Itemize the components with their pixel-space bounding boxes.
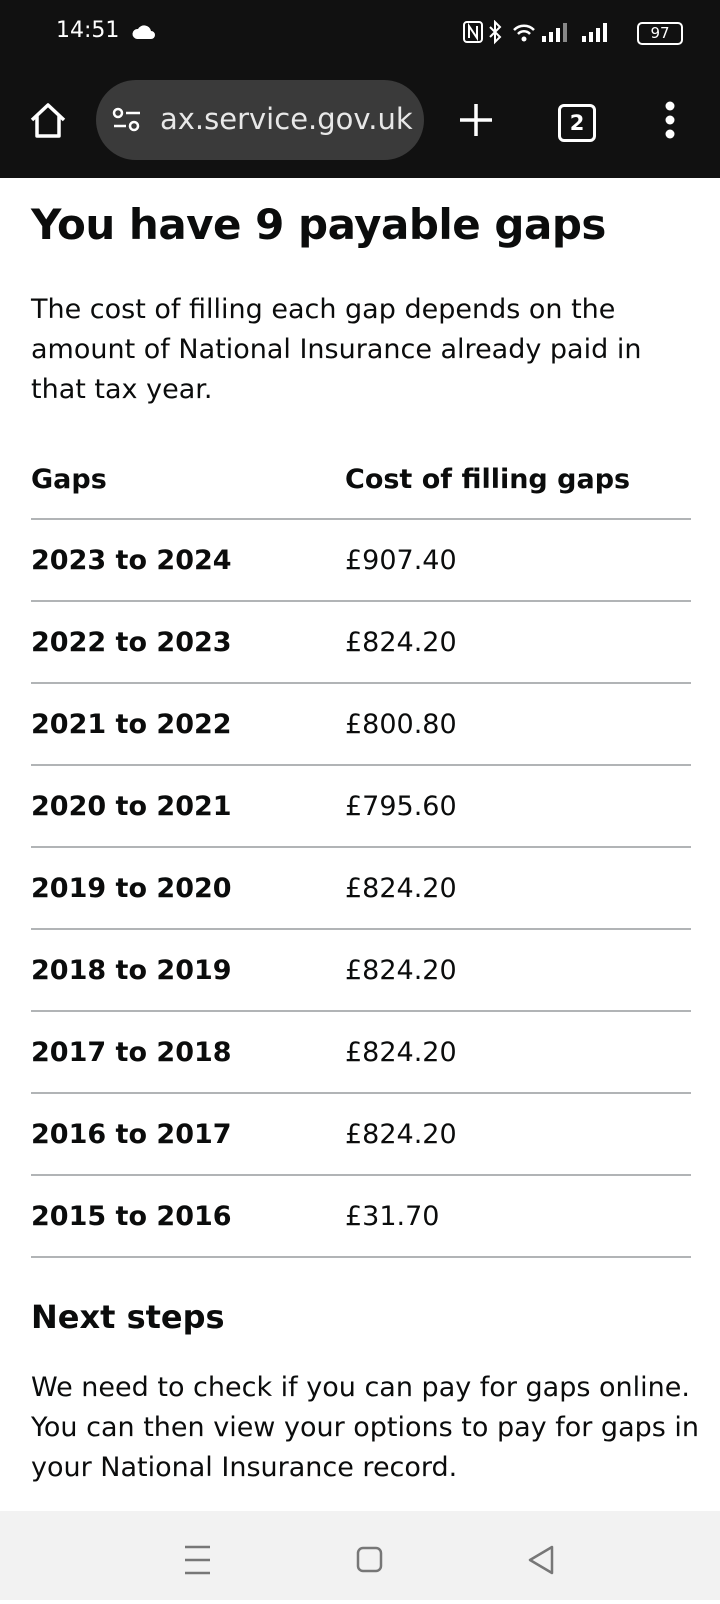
gaps-table: Gaps Cost of filling gaps 2023 to 2024 £9… xyxy=(31,440,691,1258)
cost-cell: £824.20 xyxy=(345,1118,457,1150)
cloud-icon xyxy=(132,25,155,39)
gap-cell: 2020 to 2021 xyxy=(31,790,232,822)
cost-cell: £800.80 xyxy=(345,708,457,740)
cost-cell: £824.20 xyxy=(345,954,457,986)
nav-buttons xyxy=(185,1545,554,1575)
table-row: 2021 to 2022 £800.80 xyxy=(31,684,691,766)
cost-cell: £31.70 xyxy=(345,1200,440,1232)
menu-button[interactable] xyxy=(660,100,680,140)
address-bar[interactable]: ax.service.gov.uk xyxy=(96,80,424,160)
table-header: Gaps Cost of filling gaps xyxy=(31,440,691,520)
table-row: 2015 to 2016 £31.70 xyxy=(31,1176,691,1258)
cost-cell: £824.20 xyxy=(345,1036,457,1068)
url-text: ax.service.gov.uk xyxy=(160,102,413,136)
next-steps-heading: Next steps xyxy=(31,1298,225,1336)
browser-chrome: 14:51 97 ax.service.gov.uk 2 xyxy=(0,0,720,178)
cost-cell: £824.20 xyxy=(345,626,457,658)
table-row: 2016 to 2017 £824.20 xyxy=(31,1094,691,1176)
cost-cell: £824.20 xyxy=(345,872,457,904)
gap-cell: 2019 to 2020 xyxy=(31,872,232,904)
header-cell: Gaps xyxy=(31,463,107,495)
gap-cell: 2016 to 2017 xyxy=(31,1118,232,1150)
gap-cell: 2023 to 2024 xyxy=(31,544,232,576)
gap-cell: 2015 to 2016 xyxy=(31,1200,232,1232)
status-icons xyxy=(463,20,607,45)
battery-level: 97 xyxy=(637,22,683,45)
next-steps-text: We need to check if you can pay for gaps… xyxy=(31,1372,700,1483)
table-row: 2017 to 2018 £824.20 xyxy=(31,1012,691,1094)
status-time: 14:51 xyxy=(56,18,120,43)
page-title: You have 9 payable gaps xyxy=(31,200,606,249)
navigation-bar xyxy=(0,1511,720,1600)
gap-cell: 2022 to 2023 xyxy=(31,626,232,658)
table-row: 2020 to 2021 £795.60 xyxy=(31,766,691,848)
gap-cell: 2017 to 2018 xyxy=(31,1036,232,1068)
tab-count[interactable]: 2 xyxy=(558,104,596,142)
cost-cell: £907.40 xyxy=(345,544,457,576)
gap-cell: 2021 to 2022 xyxy=(31,708,232,740)
intro-text: The cost of filling each gap depends on … xyxy=(31,294,642,405)
home-button[interactable] xyxy=(28,100,68,140)
table-row: 2023 to 2024 £907.40 xyxy=(31,520,691,602)
gap-cell: 2018 to 2019 xyxy=(31,954,232,986)
header-cell: Cost of filling gaps xyxy=(345,463,631,495)
table-row: 2018 to 2019 £824.20 xyxy=(31,930,691,1012)
new-tab-button[interactable] xyxy=(458,102,494,138)
site-settings-icon[interactable] xyxy=(112,106,142,134)
table-row: 2019 to 2020 £824.20 xyxy=(31,848,691,930)
cost-cell: £795.60 xyxy=(345,790,457,822)
table-row: 2022 to 2023 £824.20 xyxy=(31,602,691,684)
